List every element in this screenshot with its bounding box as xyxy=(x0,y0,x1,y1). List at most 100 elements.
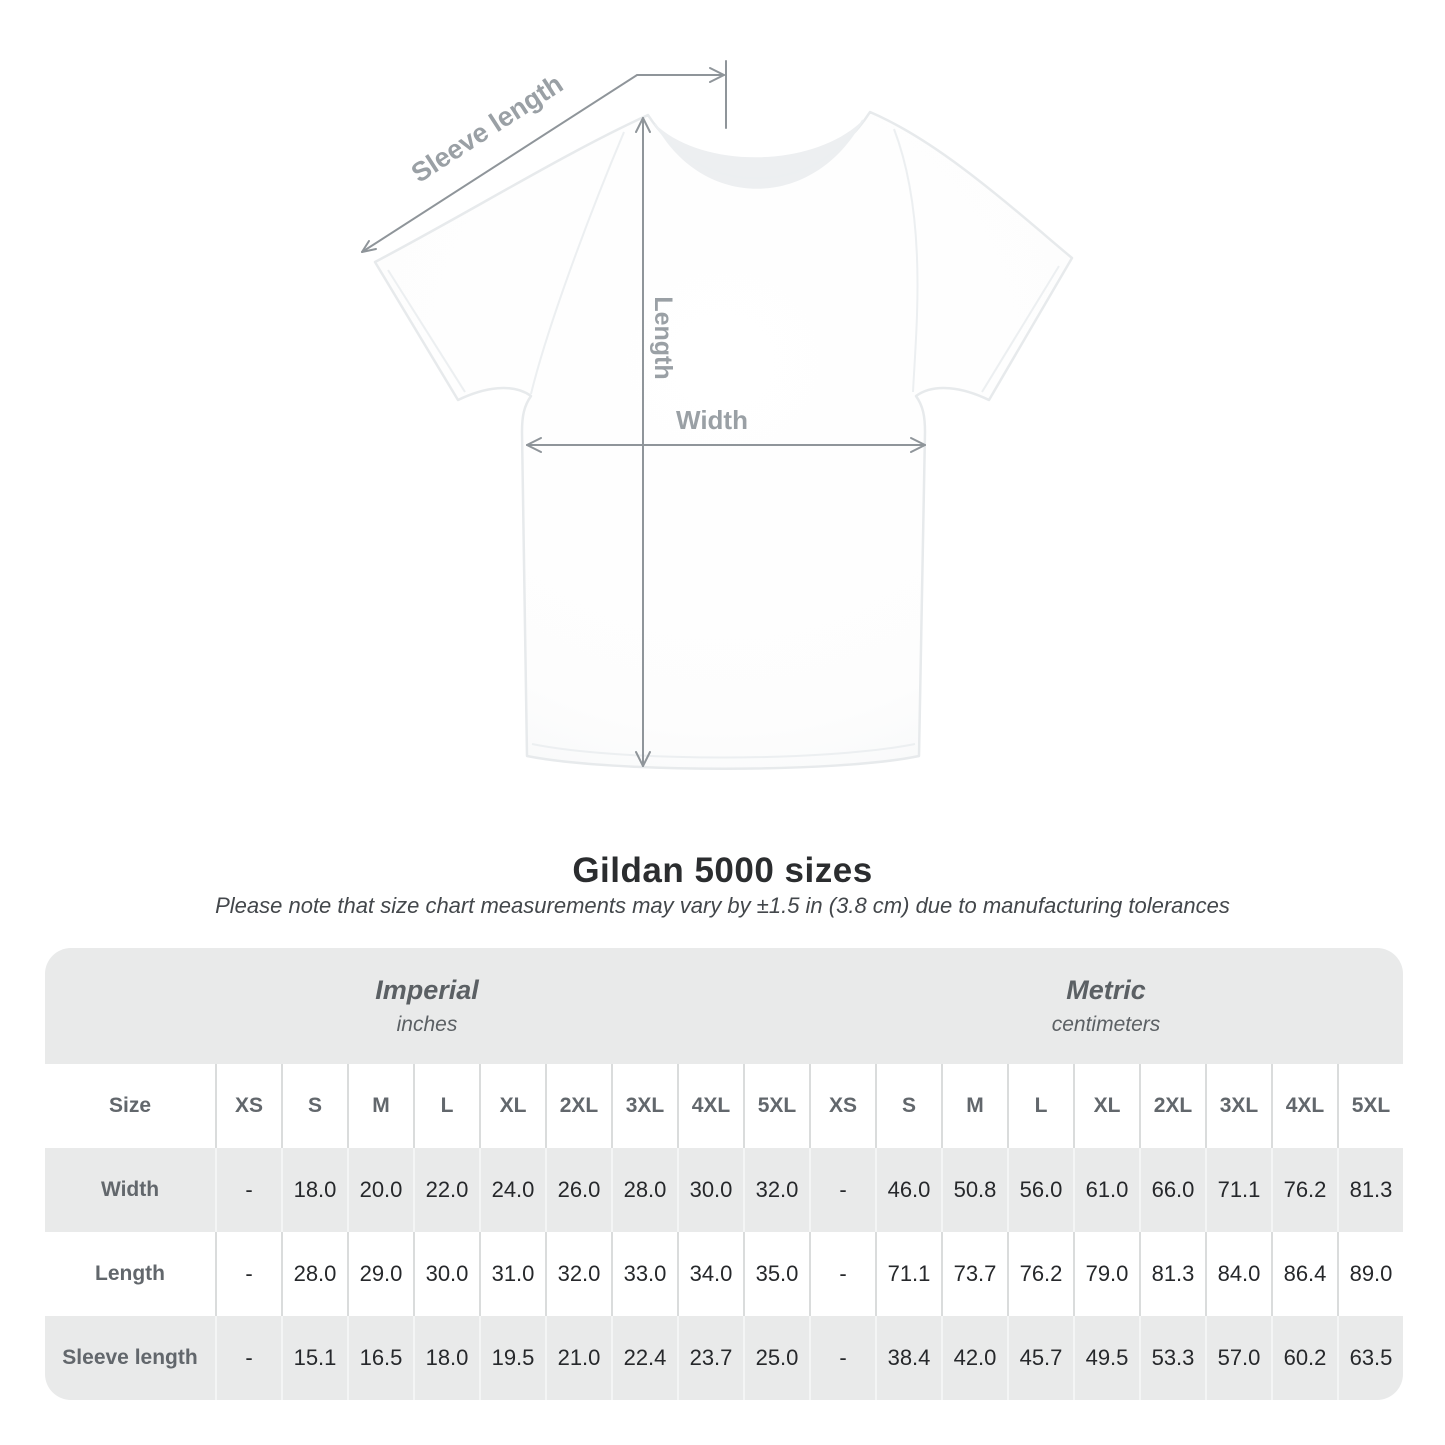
imperial-label: Imperial xyxy=(375,975,479,1006)
table-cell: 21.0 xyxy=(545,1316,611,1400)
tshirt-body-shape xyxy=(373,110,1074,770)
length-arrow xyxy=(635,117,651,767)
table-cell: 30.0 xyxy=(677,1148,743,1232)
table-cell: 38.4 xyxy=(875,1316,941,1400)
tshirt-left-armhole-seam xyxy=(530,131,625,395)
table-row-sleeve-length: Sleeve length - 15.1 16.5 18.0 19.5 21.0… xyxy=(45,1316,1403,1400)
col-header-metric-xl: XL xyxy=(1073,1064,1139,1148)
table-cell: - xyxy=(215,1148,281,1232)
table-cell: 18.0 xyxy=(413,1316,479,1400)
metric-group-header: Metric centimeters xyxy=(809,948,1403,1064)
table-cell: 35.0 xyxy=(743,1232,809,1316)
table-cell: 76.2 xyxy=(1007,1232,1073,1316)
table-cell: 79.0 xyxy=(1073,1232,1139,1316)
table-cell: 16.5 xyxy=(347,1316,413,1400)
table-cell: 71.1 xyxy=(875,1232,941,1316)
col-header-imperial-xl: XL xyxy=(479,1064,545,1148)
table-cell: 15.1 xyxy=(281,1316,347,1400)
table-cell: 23.7 xyxy=(677,1316,743,1400)
table-row-width: Width - 18.0 20.0 22.0 24.0 26.0 28.0 30… xyxy=(45,1148,1403,1232)
table-cell: - xyxy=(809,1148,875,1232)
width-label: Width xyxy=(676,405,748,435)
table-cell: - xyxy=(809,1316,875,1400)
table-cell: 33.0 xyxy=(611,1232,677,1316)
table-cell: 63.5 xyxy=(1337,1316,1403,1400)
sleeve-length-arrow xyxy=(361,60,727,253)
table-cell: 76.2 xyxy=(1271,1148,1337,1232)
table-cell: 53.3 xyxy=(1139,1316,1205,1400)
table-cell: 32.0 xyxy=(743,1148,809,1232)
table-cell: 81.3 xyxy=(1337,1148,1403,1232)
col-header-metric-s: S xyxy=(875,1064,941,1148)
table-cell: 45.7 xyxy=(1007,1316,1073,1400)
col-header-imperial-2xl: 2XL xyxy=(545,1064,611,1148)
table-cell: 50.8 xyxy=(941,1148,1007,1232)
col-header-imperial-m: M xyxy=(347,1064,413,1148)
table-cell: 28.0 xyxy=(281,1232,347,1316)
table-cell: 86.4 xyxy=(1271,1232,1337,1316)
table-cell: 34.0 xyxy=(677,1232,743,1316)
table-row-length: Length - 28.0 29.0 30.0 31.0 32.0 33.0 3… xyxy=(45,1232,1403,1316)
table-cell: 22.4 xyxy=(611,1316,677,1400)
width-arrow xyxy=(526,437,926,453)
unit-group-header-row: Imperial inches Metric centimeters xyxy=(45,948,1403,1064)
size-corner-header: Size xyxy=(45,1064,215,1148)
col-header-imperial-s: S xyxy=(281,1064,347,1148)
table-cell: 29.0 xyxy=(347,1232,413,1316)
col-header-metric-3xl: 3XL xyxy=(1205,1064,1271,1148)
page-title: Gildan 5000 sizes xyxy=(572,851,873,890)
col-header-imperial-5xl: 5XL xyxy=(743,1064,809,1148)
table-cell: 28.0 xyxy=(611,1148,677,1232)
table-cell: 49.5 xyxy=(1073,1316,1139,1400)
table-cell: 19.5 xyxy=(479,1316,545,1400)
metric-units: centimeters xyxy=(1051,1012,1161,1036)
table-cell: 18.0 xyxy=(281,1148,347,1232)
table-cell: 30.0 xyxy=(413,1232,479,1316)
imperial-units: inches xyxy=(396,1012,458,1036)
col-header-metric-l: L xyxy=(1007,1064,1073,1148)
col-header-imperial-xs: XS xyxy=(215,1064,281,1148)
tolerance-note: Please note that size chart measurements… xyxy=(215,893,1230,918)
row-label: Sleeve length xyxy=(45,1316,215,1400)
table-cell: 81.3 xyxy=(1139,1232,1205,1316)
table-cell: 46.0 xyxy=(875,1148,941,1232)
col-header-metric-xs: XS xyxy=(809,1064,875,1148)
imperial-group-header: Imperial inches xyxy=(45,948,809,1064)
tshirt-right-armhole-seam xyxy=(893,128,919,393)
table-cell: 61.0 xyxy=(1073,1148,1139,1232)
tshirt-neck-opening xyxy=(655,120,863,189)
table-cell: 66.0 xyxy=(1139,1148,1205,1232)
table-cell: 73.7 xyxy=(941,1232,1007,1316)
tshirt-right-cuff-seam xyxy=(981,265,1060,393)
tshirt-hem-seam xyxy=(531,743,916,759)
table-cell: 71.1 xyxy=(1205,1148,1271,1232)
col-header-metric-5xl: 5XL xyxy=(1337,1064,1403,1148)
table-cell: - xyxy=(809,1232,875,1316)
table-cell: 22.0 xyxy=(413,1148,479,1232)
tshirt-graphic xyxy=(373,110,1074,770)
tshirt-collar-seam xyxy=(654,119,864,180)
table-cell: 31.0 xyxy=(479,1232,545,1316)
table-cell: 20.0 xyxy=(347,1148,413,1232)
table-cell: 89.0 xyxy=(1337,1232,1403,1316)
table-cell: - xyxy=(215,1316,281,1400)
tshirt-measurement-diagram: Sleeve length Length Width xyxy=(361,60,1074,770)
table-cell: 25.0 xyxy=(743,1316,809,1400)
tshirt-left-cuff-seam xyxy=(387,269,466,393)
table-cell: - xyxy=(215,1232,281,1316)
table-cell: 32.0 xyxy=(545,1232,611,1316)
table-cell: 24.0 xyxy=(479,1148,545,1232)
size-column-header-row: Size XS S M L XL 2XL 3XL 4XL 5XL XS S M … xyxy=(45,1064,1403,1148)
row-label: Width xyxy=(45,1148,215,1232)
table-cell: 60.2 xyxy=(1271,1316,1337,1400)
table-cell: 42.0 xyxy=(941,1316,1007,1400)
table-cell: 57.0 xyxy=(1205,1316,1271,1400)
metric-label: Metric xyxy=(1066,975,1146,1006)
table-cell: 26.0 xyxy=(545,1148,611,1232)
col-header-metric-m: M xyxy=(941,1064,1007,1148)
col-header-imperial-l: L xyxy=(413,1064,479,1148)
col-header-metric-2xl: 2XL xyxy=(1139,1064,1205,1148)
table-cell: 56.0 xyxy=(1007,1148,1073,1232)
col-header-metric-4xl: 4XL xyxy=(1271,1064,1337,1148)
col-header-imperial-3xl: 3XL xyxy=(611,1064,677,1148)
